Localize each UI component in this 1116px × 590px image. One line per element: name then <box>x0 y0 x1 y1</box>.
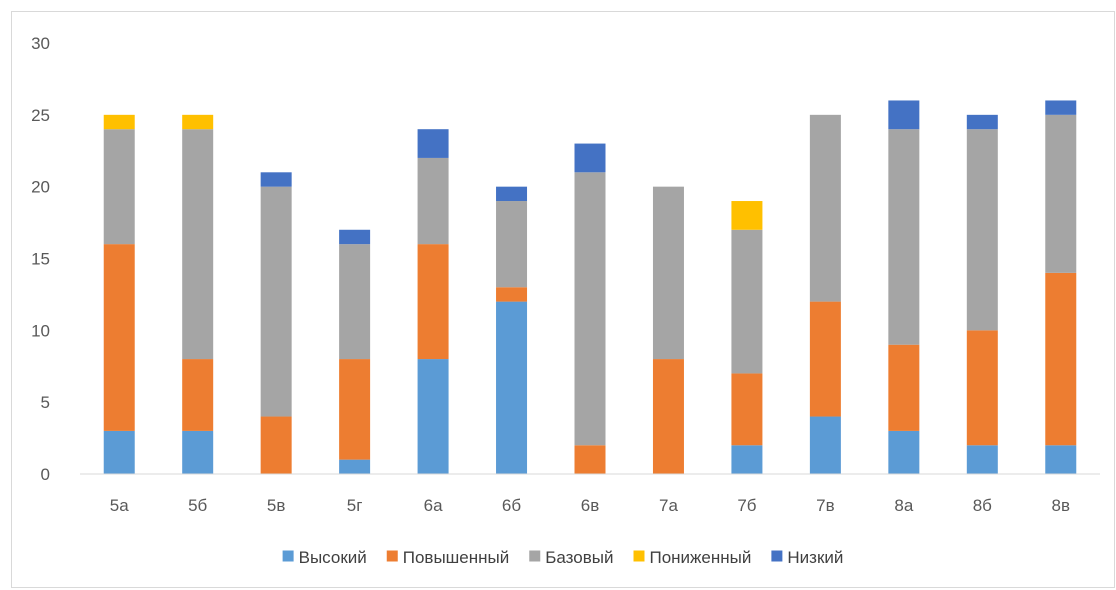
x-tick-label: 5б <box>188 496 207 515</box>
bar-segment <box>888 129 920 345</box>
bar-segment <box>182 359 214 431</box>
legend-swatch <box>282 550 294 562</box>
bar-segment <box>103 430 135 474</box>
x-tick-label: 7а <box>659 496 678 515</box>
bar-segment <box>652 186 684 360</box>
bar-segment <box>339 244 371 360</box>
bar-segment <box>496 201 528 288</box>
legend-swatch <box>633 550 645 562</box>
bar-segment <box>731 445 763 474</box>
legend-label: Пониженный <box>650 548 752 567</box>
bar-segment <box>888 344 920 431</box>
bar-segment <box>966 445 998 474</box>
legend-swatch <box>771 550 783 562</box>
bar-segment <box>966 114 998 130</box>
x-tick-label: 8в <box>1052 496 1071 515</box>
bar-segment <box>496 186 528 202</box>
bar-segment <box>496 301 528 474</box>
bar-segment <box>260 416 292 474</box>
legend-label: Базовый <box>545 548 613 567</box>
bar-segment <box>339 459 371 474</box>
bar-segment <box>417 129 449 158</box>
legend-swatch <box>529 550 541 562</box>
bar-segment <box>1045 272 1077 446</box>
bar-segment <box>966 129 998 331</box>
y-tick-labels: 0 5 10 15 20 25 30 <box>31 34 50 484</box>
bar-segment <box>888 100 920 130</box>
bar-segment <box>339 229 371 245</box>
bar-segment <box>731 229 763 374</box>
y-tick-label: 5 <box>41 393 50 412</box>
y-tick-label: 10 <box>31 321 50 340</box>
bar-segment <box>809 301 841 417</box>
x-tick-label: 5г <box>347 496 363 515</box>
bar-segment <box>731 373 763 446</box>
x-tick-label: 8а <box>894 496 913 515</box>
y-tick-label: 15 <box>31 250 50 269</box>
bar-segment <box>260 186 292 417</box>
bar-segment <box>260 172 292 187</box>
x-tick-label: 6б <box>502 496 521 515</box>
bar-segment <box>339 359 371 460</box>
bar-segment <box>1045 100 1077 115</box>
y-tick-label: 25 <box>31 106 50 125</box>
bar-segment <box>103 129 135 245</box>
bar-segment <box>182 430 214 474</box>
bar-segment <box>417 157 449 245</box>
bar-segment <box>888 430 920 474</box>
bars-layer <box>103 100 1077 474</box>
legend-label: Низкий <box>787 548 843 567</box>
bar-segment <box>417 359 449 474</box>
bar-segment <box>182 129 214 360</box>
bar-segment <box>103 244 135 431</box>
bar-segment <box>574 445 606 474</box>
bar-segment <box>731 201 763 230</box>
x-tick-label: 8б <box>973 496 992 515</box>
bar-segment <box>417 244 449 360</box>
bar-segment <box>496 287 528 302</box>
legend-label: Высокий <box>299 548 367 567</box>
bar-segment <box>652 359 684 474</box>
bar-segment <box>809 416 841 474</box>
bar-segment <box>182 114 214 130</box>
x-tick-label: 6а <box>424 496 443 515</box>
x-tick-label: 7б <box>737 496 756 515</box>
y-tick-label: 0 <box>41 465 50 484</box>
y-tick-label: 20 <box>31 178 50 197</box>
legend: Высокий Повышенный Базовый Пониженный Низкий <box>282 548 843 567</box>
legend-swatch <box>386 550 398 562</box>
bar-segment <box>103 114 135 130</box>
legend-label: Повышенный <box>403 548 510 567</box>
bar-segment <box>809 114 841 302</box>
x-tick-label: 7в <box>816 496 835 515</box>
y-tick-label: 30 <box>31 34 50 53</box>
bar-segment <box>574 143 606 173</box>
x-tick-labels: 5а 5б 5в 5г 6а 6б 6в 7а 7б 7в 8а 8б 8в <box>110 496 1070 515</box>
x-tick-label: 5в <box>267 496 286 515</box>
bar-segment <box>1045 445 1077 474</box>
x-tick-label: 6в <box>581 496 600 515</box>
bar-segment <box>966 330 998 446</box>
bar-segment <box>1045 114 1077 273</box>
x-tick-label: 5а <box>110 496 129 515</box>
bar-segment <box>574 172 606 446</box>
